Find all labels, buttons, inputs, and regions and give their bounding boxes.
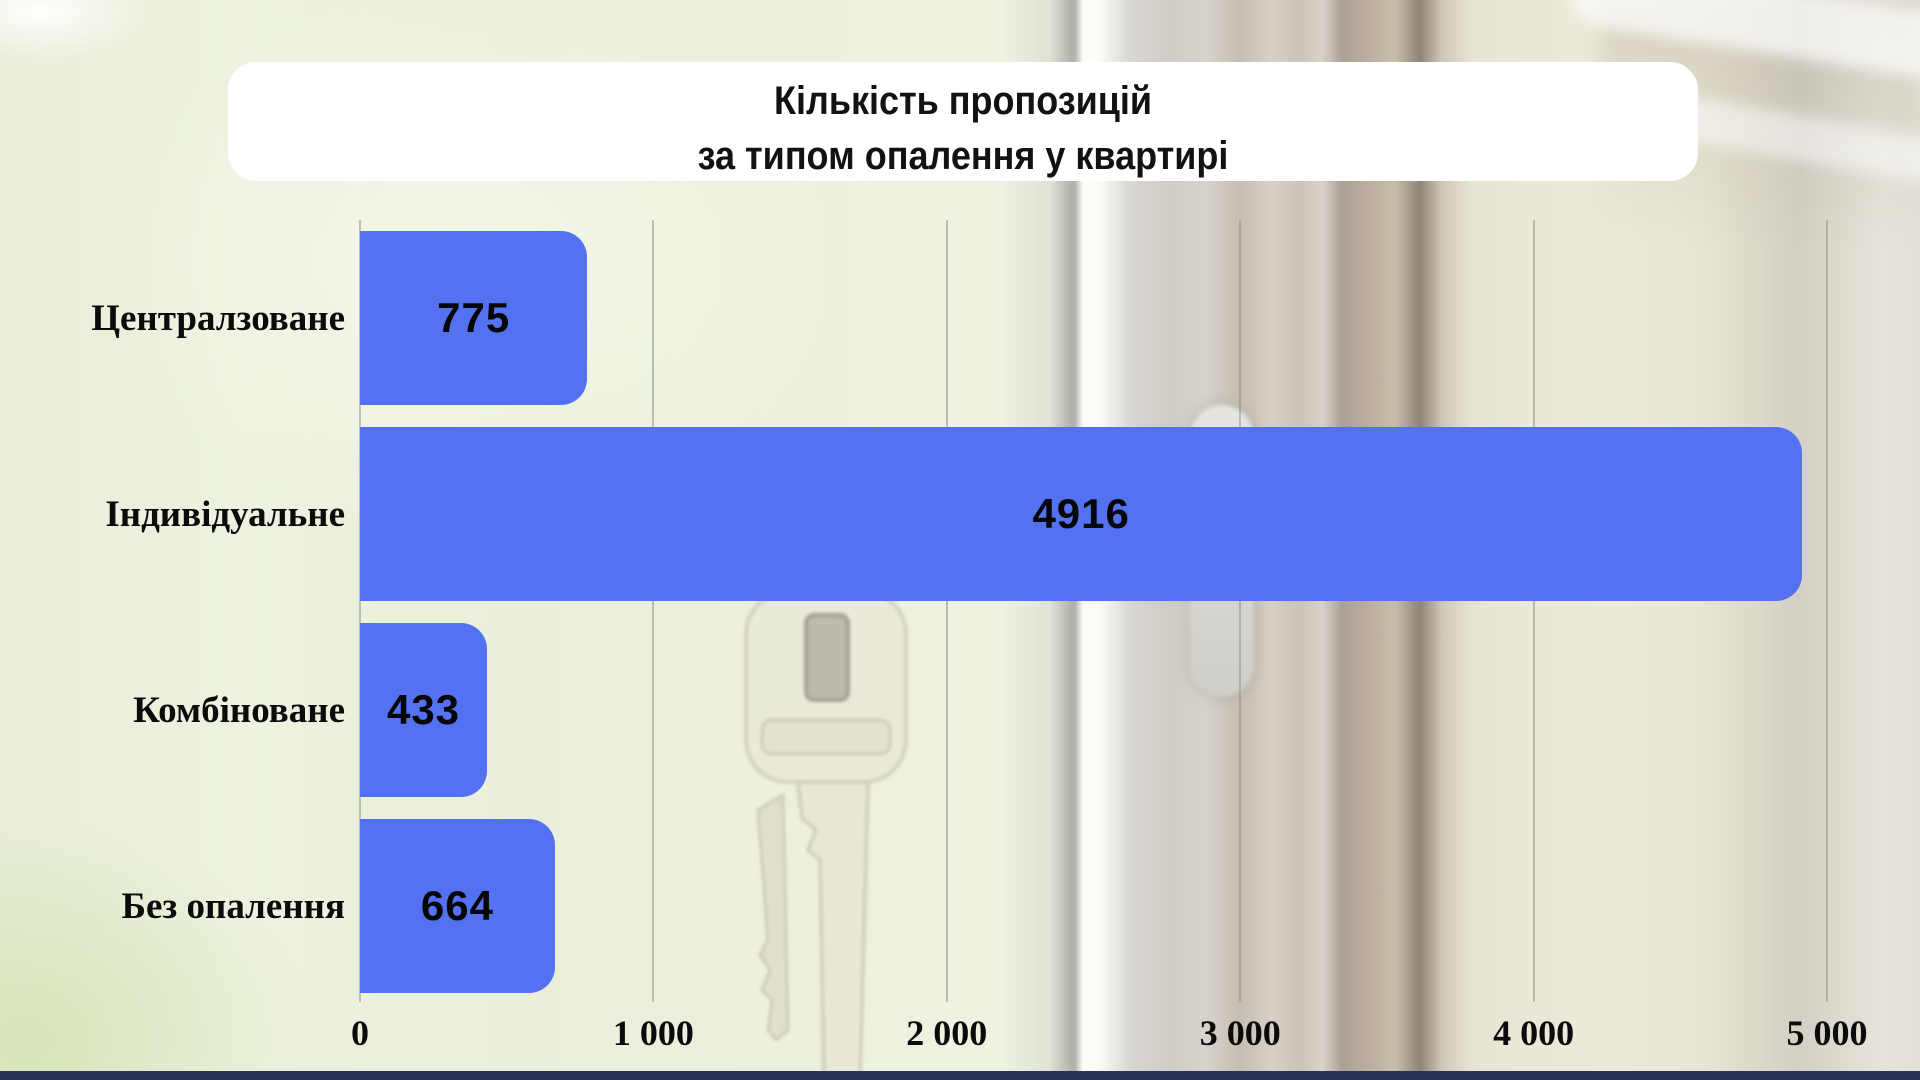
gridline-3000: [1239, 220, 1242, 1002]
tick-label-4: 4 000: [1493, 1013, 1575, 1053]
tick-label-5: 5 000: [1786, 1013, 1868, 1053]
gridline-1000: [652, 220, 655, 1002]
value-label-3: 664: [420, 882, 494, 929]
value-label-0: 775: [437, 294, 511, 341]
key-photo: [728, 537, 928, 1080]
bar-3: 664: [360, 819, 555, 993]
tick-label-2: 2 000: [906, 1013, 988, 1053]
tick-label-3: 3 000: [1199, 1013, 1281, 1053]
category-label-1: Індивідуальне: [105, 493, 345, 535]
bar-2: 433: [360, 623, 488, 797]
value-label-2: 433: [386, 686, 461, 733]
category-label-2: Комбіноване: [133, 689, 345, 731]
key-illustration: [744, 537, 908, 1080]
tick-label-0: 0: [351, 1013, 369, 1053]
bar-0: 775: [360, 231, 588, 405]
chart-title-box: Кількість пропозицій за типом опалення у…: [228, 62, 1698, 181]
gridline-2000: [945, 220, 948, 1002]
chart-title-line2: за типом опалення у квартирі: [697, 134, 1229, 178]
tick-label-1: 1 000: [612, 1013, 694, 1053]
chart-title-line1: Кількість пропозицій: [773, 79, 1153, 123]
category-label-3: Без опалення: [121, 885, 345, 927]
gridline-5000: [1826, 220, 1828, 1002]
gridline-0: [359, 220, 361, 1002]
value-label-1: 4916: [1032, 490, 1130, 537]
category-label-0: Централзоване: [91, 297, 345, 339]
bottom-strip: [0, 1071, 1920, 1080]
gridline-4000: [1532, 220, 1535, 1002]
bar-1: 4916: [360, 427, 1803, 601]
